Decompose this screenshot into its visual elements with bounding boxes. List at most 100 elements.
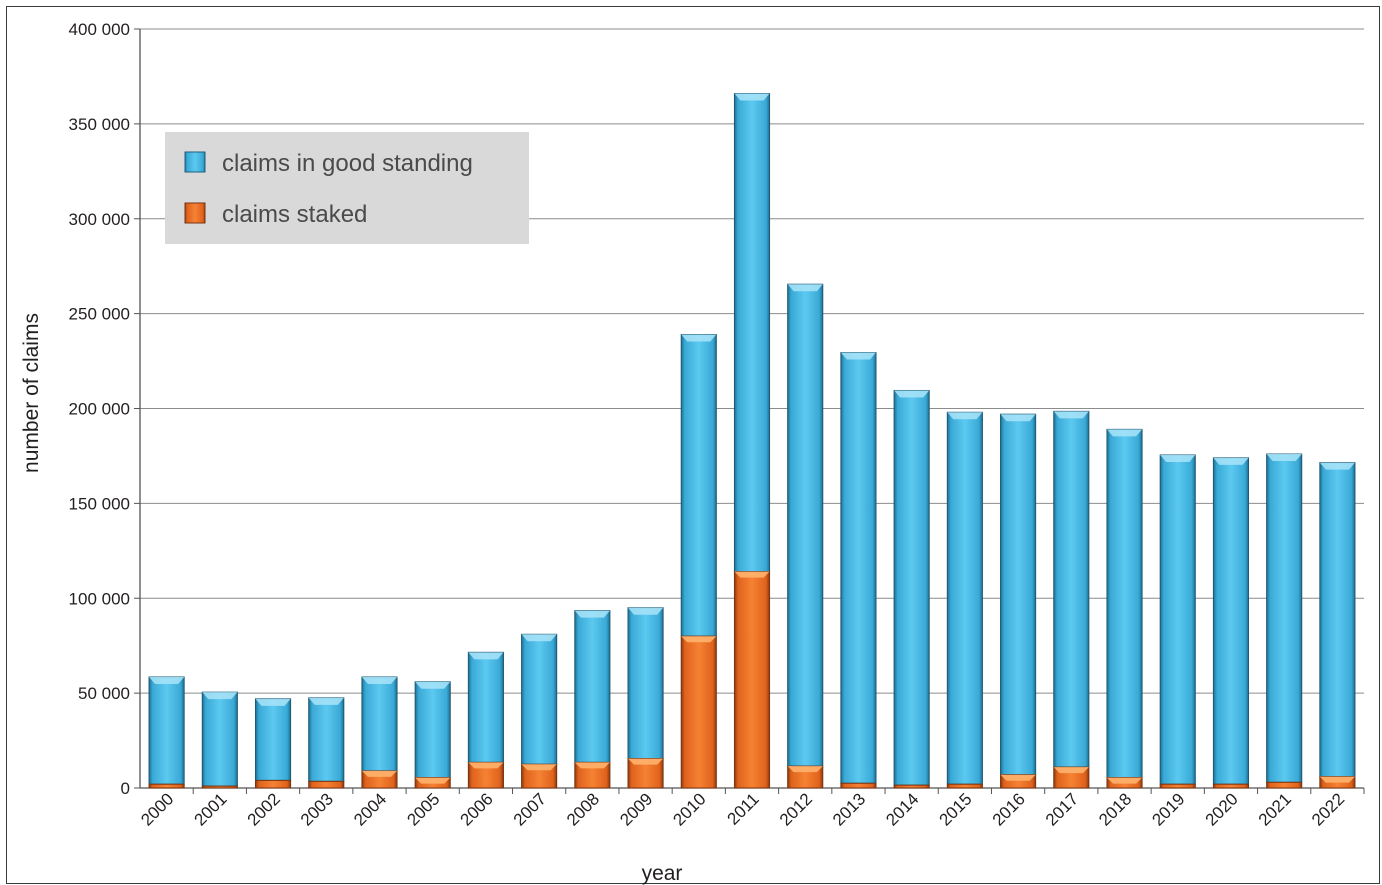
y-tick-labels: 0 50 000 100 000 150 000 200 000 250 000 300 0…	[69, 20, 130, 798]
x-axis-title: year	[642, 862, 683, 885]
x-tick-label: 2006	[457, 789, 497, 829]
bar-staked-top-2017	[1053, 767, 1089, 774]
bar-good-standing-2005	[414, 681, 451, 779]
legend-background	[165, 132, 529, 244]
y-tick-label: 350 000	[69, 115, 130, 134]
y-tick-label: 50 000	[78, 684, 130, 703]
bar-good-standing-top-2022	[1319, 462, 1355, 470]
bar-good-standing-top-2020	[1213, 457, 1249, 465]
bar-staked-2013	[840, 782, 877, 789]
x-tick-labels: 2000 2001 2002 2003 2004 2005 2006 2007 2008 2009…	[137, 788, 1365, 830]
bar-staked-top-2018	[1106, 777, 1143, 784]
x-tick-label: 2005	[403, 789, 443, 829]
bar-staked-top-2010	[681, 636, 717, 643]
bar-good-standing-top-2021	[1266, 454, 1302, 462]
bar-good-standing-top-2003	[308, 697, 344, 705]
bar-staked-2011	[733, 571, 771, 789]
bar-good-standing-2004	[361, 676, 398, 772]
x-tick-label: 2004	[350, 789, 390, 829]
bar-staked-2019	[1159, 783, 1196, 789]
y-tick-label: 100 000	[69, 589, 130, 608]
x-tick-label: 2001	[190, 789, 230, 829]
bar-good-standing-2011	[733, 93, 771, 573]
bar-staked-top-2007	[521, 764, 557, 771]
x-tick-label: 2013	[829, 789, 869, 829]
bar-good-standing-top-2016	[1000, 414, 1036, 422]
bar-staked-2014	[893, 784, 930, 789]
bar-good-standing-2008	[574, 610, 611, 763]
x-tick-label: 2007	[510, 789, 550, 829]
bar-staked-2000	[148, 783, 185, 789]
x-tick-label: 2021	[1255, 789, 1295, 829]
bar-good-standing-top-2005	[415, 681, 451, 689]
x-tick-label: 2011	[724, 789, 763, 828]
legend-label-staked: claims staked	[222, 201, 367, 228]
bar-staked-2010	[680, 635, 717, 789]
bars	[148, 93, 1356, 789]
x-tick-label: 2022	[1308, 789, 1348, 829]
bar-good-standing-top-2006	[468, 652, 504, 660]
bar-good-standing-2019	[1159, 454, 1196, 785]
bar-good-standing-2014	[893, 389, 930, 786]
bar-staked-top-2022	[1319, 776, 1355, 783]
x-tick-label: 2019	[1148, 789, 1188, 829]
bar-good-standing-2022	[1319, 462, 1356, 778]
bar-good-standing-top-2002	[255, 698, 291, 706]
bar-good-standing-top-2004	[361, 676, 398, 684]
bar-staked-2015	[946, 783, 983, 789]
bar-good-standing-2017	[1053, 410, 1090, 768]
bar-good-standing-top-2015	[947, 412, 983, 420]
bar-staked-2020	[1212, 783, 1250, 789]
bar-staked-2021	[1266, 781, 1303, 789]
bar-good-standing-2020	[1212, 457, 1250, 785]
bar-good-standing-2002	[254, 698, 292, 781]
y-tick-label: 250 000	[69, 305, 130, 324]
bar-good-standing-2009	[627, 607, 664, 760]
bar-good-standing-2001	[201, 691, 238, 787]
bar-staked-2002	[254, 779, 292, 789]
legend: claims in good standing claims staked	[165, 132, 529, 244]
y-tick-label: 300 000	[69, 210, 130, 229]
bar-staked-top-2005	[415, 777, 451, 784]
bar-good-standing-top-2008	[574, 610, 610, 618]
y-axis-title: number of claims	[20, 313, 43, 473]
x-tick-label: 2020	[1202, 789, 1242, 829]
y-tick-label: 0	[121, 779, 130, 798]
x-tick-label: 2002	[244, 789, 284, 829]
bar-staked-top-2012	[787, 766, 823, 773]
x-tick-label: 2014	[882, 789, 922, 829]
bar-good-standing-2007	[521, 633, 558, 765]
bar-good-standing-top-2000	[149, 676, 185, 684]
bar-good-standing-2018	[1106, 428, 1143, 779]
x-tick-label: 2010	[669, 789, 709, 829]
bar-staked-top-2011	[734, 571, 770, 578]
x-tick-label: 2009	[616, 789, 656, 829]
x-tick-label: 2003	[297, 789, 337, 829]
bar-good-standing-2013	[840, 352, 877, 784]
bar-good-standing-top-2001	[202, 692, 238, 700]
bar-staked-top-2006	[468, 762, 504, 769]
legend-swatch-staked	[184, 202, 206, 224]
x-tick-label: 2015	[936, 789, 976, 829]
bar-good-standing-top-2018	[1106, 429, 1143, 437]
bar-good-standing-2016	[1000, 413, 1037, 776]
bar-good-standing-2003	[308, 697, 345, 782]
bar-staked-top-2004	[361, 770, 398, 777]
bar-staked-2003	[308, 780, 345, 789]
bar-staked-top-2008	[574, 762, 610, 769]
y-tick-label: 200 000	[69, 400, 130, 419]
bar-good-standing-top-2019	[1160, 454, 1196, 462]
bar-good-standing-top-2011	[734, 93, 770, 101]
x-tick-label: 2017	[1042, 789, 1082, 829]
bar-good-standing-top-2010	[681, 334, 717, 342]
x-tick-label: 2018	[1095, 789, 1135, 829]
x-tick-label: 2008	[563, 789, 603, 829]
bar-staked-2001	[201, 785, 238, 789]
bar-good-standing-2015	[946, 411, 983, 785]
bar-good-standing-top-2017	[1053, 411, 1089, 419]
x-tick-label: 2016	[989, 789, 1029, 829]
legend-label-good-standing: claims in good standing	[222, 150, 473, 177]
bar-good-standing-2012	[787, 283, 824, 767]
x-tick-label: 2012	[776, 789, 816, 829]
